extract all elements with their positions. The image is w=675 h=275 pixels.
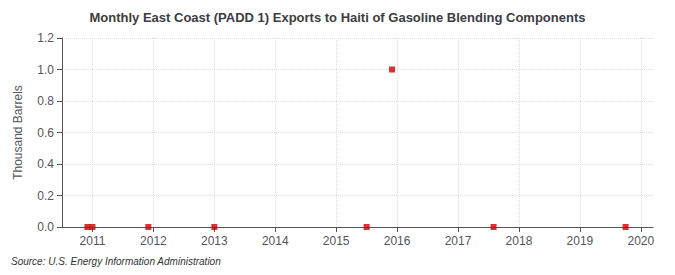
svg-text:0.8: 0.8 <box>37 94 54 108</box>
svg-text:Monthly East Coast (PADD 1) Ex: Monthly East Coast (PADD 1) Exports to H… <box>90 10 586 25</box>
svg-text:2014: 2014 <box>262 234 289 248</box>
svg-text:2018: 2018 <box>506 234 533 248</box>
svg-text:2013: 2013 <box>201 234 228 248</box>
svg-text:Thousand Barrels: Thousand Barrels <box>11 85 25 180</box>
svg-text:2015: 2015 <box>323 234 350 248</box>
svg-text:0.4: 0.4 <box>37 157 54 171</box>
svg-text:1.0: 1.0 <box>37 63 54 77</box>
svg-text:2016: 2016 <box>384 234 411 248</box>
svg-text:2020: 2020 <box>627 234 654 248</box>
svg-text:2019: 2019 <box>567 234 594 248</box>
svg-text:0.0: 0.0 <box>37 220 54 234</box>
svg-text:0.6: 0.6 <box>37 126 54 140</box>
svg-text:2011: 2011 <box>80 234 106 248</box>
svg-text:2012: 2012 <box>140 234 167 248</box>
svg-text:Source: U.S. Energy Informatio: Source: U.S. Energy Information Administ… <box>11 256 221 267</box>
svg-text:0.2: 0.2 <box>37 189 54 203</box>
svg-text:2017: 2017 <box>445 234 472 248</box>
svg-text:1.2: 1.2 <box>37 31 54 45</box>
